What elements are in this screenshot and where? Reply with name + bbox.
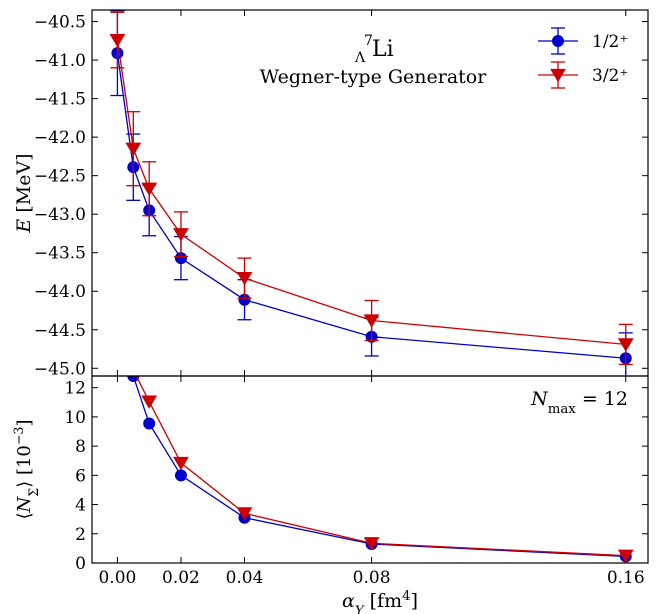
bottom-y-axis-label-part: ⟩ [10 [14,445,35,488]
legend-label: 3/2⁺ [592,66,628,86]
x-tick-label: 0.08 [353,568,391,588]
data-point [143,417,156,430]
series-line [135,376,626,557]
x-axis-label-part: Y [355,604,365,614]
y-tick-label: 6 [75,466,86,486]
y-tick-label: 4 [75,496,86,516]
x-tick-label: 0.00 [98,568,136,588]
y-tick-label: −41.5 [34,90,86,110]
data-point [141,395,158,409]
bottom-y-axis-label-part: ⟨ [14,512,35,519]
data-point [236,507,253,521]
annotation-generator: Wegner-type Generator [260,66,488,88]
annotation-sub: Λ [354,50,366,66]
nmax-annotation: Nmax = 12 [530,388,628,417]
top-y-axis-label-part: [MeV] [13,153,35,218]
bottom-y-ticks: 0 2 4 6 8 10 12 [64,379,648,574]
data-point [236,272,253,286]
y-tick-label: −44.0 [34,282,86,302]
nucleus-annotation: 7Λ Li Wegner-type Generator [260,33,488,88]
y-tick-label: −43.0 [34,205,86,225]
series-line [132,376,626,558]
data-point [125,142,142,156]
series-half [127,376,632,563]
y-tick-label: 10 [64,408,86,428]
data-point [617,338,634,352]
x-tick-label: 0.04 [226,568,264,588]
bottom-plot-area [127,376,634,563]
y-tick-label: −44.5 [34,321,86,341]
legend-marker [550,68,566,83]
x-ticks: 0.00 0.02 0.04 0.08 0.16 [98,10,645,588]
nmax-annotation-part: = 12 [576,388,628,410]
data-point [173,228,189,242]
bottom-panel-frame [91,375,649,564]
series-three-half [132,376,634,563]
data-point [132,376,135,378]
nmax-annotation-part: max [548,402,577,417]
data-point [141,182,158,197]
data-point [363,537,380,551]
y-tick-label: −40.5 [34,13,86,33]
y-tick-label: 8 [75,437,86,457]
nmax-annotation-part: N [530,388,549,410]
bottom-y-axis-label-part: Σ [26,488,41,497]
x-axis-label-part: ] [411,590,418,612]
data-point [173,456,189,471]
bottom-y-axis-label-part: ] [14,420,35,427]
bottom-y-axis-label-part: −3 [11,427,26,446]
x-axis-label-part: 4 [402,589,410,604]
data-point [127,376,140,382]
annotation-sup: 7 [364,33,373,49]
data-point [109,33,126,48]
x-axis-label-part: [fm [364,590,403,612]
top-plot-area [109,10,634,376]
y-tick-label: 12 [64,379,86,399]
y-tick-label: −42.5 [34,167,86,187]
x-axis-label: αY [fm4] [342,589,418,614]
series-three-half [109,11,634,366]
y-tick-label: −45.0 [34,359,86,379]
data-point [363,314,380,328]
legend-label: 1/2⁺ [592,32,628,52]
y-tick-label: −42.0 [34,128,86,148]
bottom-y-axis-label-part: N [14,495,35,513]
x-tick-label: 0.16 [607,568,645,588]
top-y-axis-label-part: E [13,219,35,234]
top-y-axis-label: E [MeV] [13,153,35,233]
data-point [174,469,187,482]
y-tick-label: 0 [75,554,86,574]
y-tick-label: 2 [75,525,86,545]
data-point [617,549,634,563]
bottom-y-axis-label: ⟨NΣ⟩ [10−3] [11,420,41,520]
x-tick-label: 0.02 [162,568,200,588]
y-tick-label: −43.5 [34,244,86,264]
x-axis-label-part: α [342,590,355,612]
y-tick-label: −41.0 [34,51,86,71]
top-y-ticks: −40.5 −41.0 −41.5 −42.0 −42.5 −43.0 −43.5 −44.0… [34,13,648,379]
legend-marker [552,35,564,47]
legend: 1/2⁺ 3/2⁺ [538,27,628,89]
annotation-nucleus: Li [372,37,394,62]
